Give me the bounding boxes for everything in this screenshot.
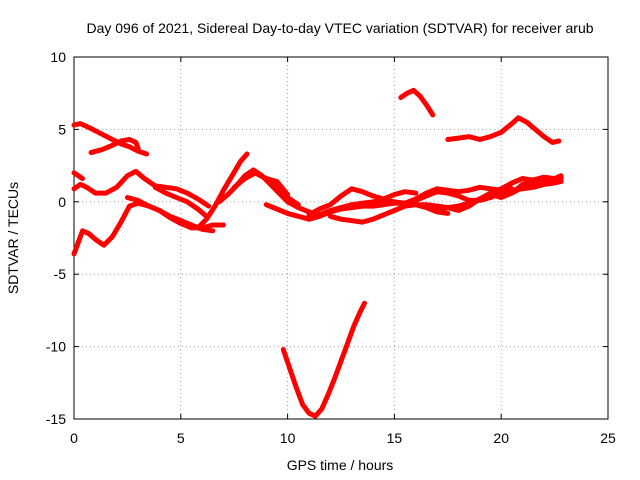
series-line-track-4	[71, 168, 212, 209]
series-line-track-13	[306, 186, 419, 218]
tick-labels: 0 5 10 15 20 25 -15 -10 -5 0 5 10	[46, 49, 616, 446]
series-line-track-7	[152, 184, 209, 219]
series-line-track-18	[509, 174, 564, 196]
series-line-track-2	[88, 137, 141, 156]
grid	[74, 57, 608, 419]
y-tick-label: 5	[58, 121, 66, 137]
series-line-track-14	[327, 176, 526, 225]
x-tick-label: 0	[70, 430, 78, 446]
x-tick-label: 25	[600, 430, 616, 446]
series-line-track-8	[195, 151, 250, 231]
series-line-track-15	[402, 184, 515, 206]
y-axis-label: SDTVAR / TECUs	[5, 182, 21, 294]
series-line-track-20	[398, 87, 436, 118]
series-line-track-1	[71, 121, 150, 157]
x-axis-label: GPS time / hours	[287, 457, 394, 473]
series-line-track-21	[445, 115, 562, 145]
series-line-track-3	[71, 170, 85, 182]
x-tick-label: 10	[280, 430, 296, 446]
y-tick-label: -10	[46, 339, 66, 355]
x-tick-label: 15	[387, 430, 403, 446]
plot-frame	[73, 56, 609, 420]
x-tick-label: 5	[177, 430, 185, 446]
series-line-track-19	[280, 300, 367, 419]
series-group	[71, 87, 564, 419]
chart-title: Day 096 of 2021, Sidereal Day-to-day VTE…	[86, 20, 593, 36]
x-tick-label: 20	[493, 430, 509, 446]
y-tick-label: 0	[58, 194, 66, 210]
y-tick-label: -5	[54, 266, 67, 282]
series-line-track-11	[255, 171, 291, 198]
y-tick-label: -15	[46, 411, 66, 427]
y-tick-label: 10	[50, 49, 66, 65]
